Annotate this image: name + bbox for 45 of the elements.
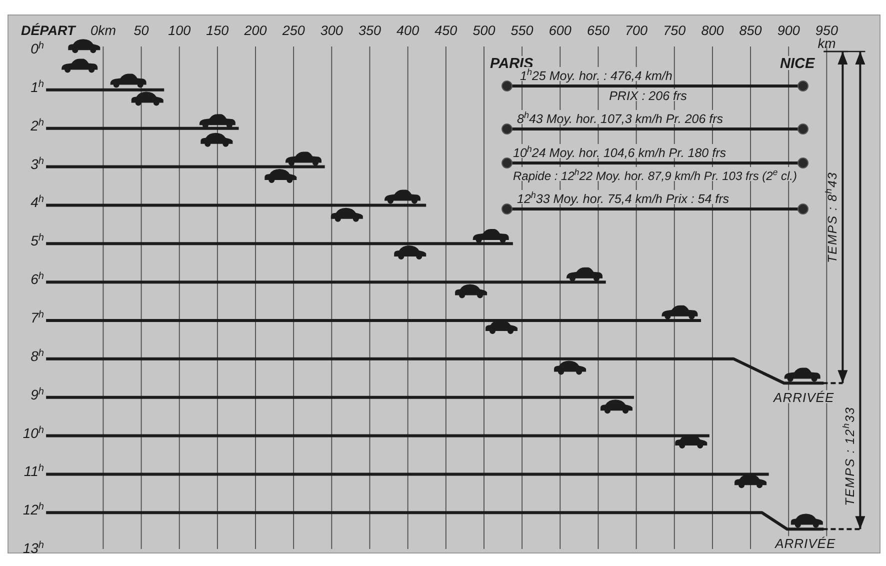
x-tick-label: 500: [472, 23, 496, 38]
x-tick-label: 850: [739, 23, 762, 38]
x-tick-label: 700: [625, 23, 648, 38]
x-tick-label: 50: [134, 23, 150, 38]
annotation: PRIX : 206 frs: [609, 89, 687, 103]
x-tick-label: 650: [586, 23, 610, 38]
x-tick-label: 900: [777, 23, 800, 38]
x-tick-label: 300: [320, 23, 344, 38]
y-tick-label: 6$^{h}$: [30, 270, 44, 288]
y-tick-label: 12$^{h}$: [22, 501, 44, 518]
x-tick-label: 150: [206, 23, 230, 38]
y-axis-title: DÉPART: [21, 23, 78, 38]
annotation: ARRIVÉE: [772, 390, 834, 406]
x-tick-label: 950: [815, 23, 838, 38]
x-tick-label: 800: [701, 23, 724, 38]
y-tick-label: 11$^{h}$: [24, 462, 44, 480]
y-tick-label: 9$^{h}$: [30, 386, 44, 402]
x-tick-label: 250: [281, 23, 306, 38]
y-tick-label: 0$^{h}$: [30, 40, 44, 57]
annotation: ARRIVÉE: [774, 536, 836, 552]
annotation: NICE: [780, 56, 816, 72]
x-tick-label: 0km: [90, 23, 116, 38]
x-tick-label: 350: [358, 23, 382, 38]
y-tick-label: 5$^{h}$: [30, 232, 44, 249]
annotation: 8$^{h}$43 Moy. hor. 107,3 km/h Pr. 206 frs: [517, 110, 724, 126]
annotation: 1$^{h}$25 Moy. hor. : 476,4 km/h: [520, 67, 672, 83]
x-tick-label: 550: [510, 23, 534, 38]
y-tick-label: 2$^{h}$: [30, 116, 44, 134]
x-tick-label: 750: [663, 23, 686, 38]
y-tick-label: 1$^{h}$: [30, 78, 44, 95]
x-tick-label: 400: [396, 23, 420, 38]
x-tick-label: 100: [168, 23, 192, 38]
x-axis-title: km: [818, 36, 836, 51]
x-tick-label: 600: [548, 23, 572, 38]
y-tick-label: 8$^{h}$: [30, 347, 44, 364]
annotation: 10$^{h}$24 Moy. hor. 104,6 km/h Pr. 180 frs: [513, 144, 726, 160]
x-tick-label: 200: [243, 23, 268, 38]
annotation: 12$^{h}$33 Moy. hor. 75,4 km/h Prix : 54 frs: [517, 190, 730, 206]
y-tick-label: 13$^{h}$: [22, 540, 44, 556]
x-tick-label: 450: [434, 23, 458, 38]
y-tick-label: 7$^{h}$: [30, 309, 44, 326]
y-tick-label: 4$^{h}$: [30, 194, 44, 210]
annotation: Rapide : 12$^{h}$22 Moy. hor. 87,9 km/h Pr. 103 frs (2$^{e}$ cl.): [513, 167, 797, 183]
y-tick-label: 3$^{h}$: [30, 155, 44, 172]
y-tick-label: 10$^{h}$: [22, 424, 44, 441]
